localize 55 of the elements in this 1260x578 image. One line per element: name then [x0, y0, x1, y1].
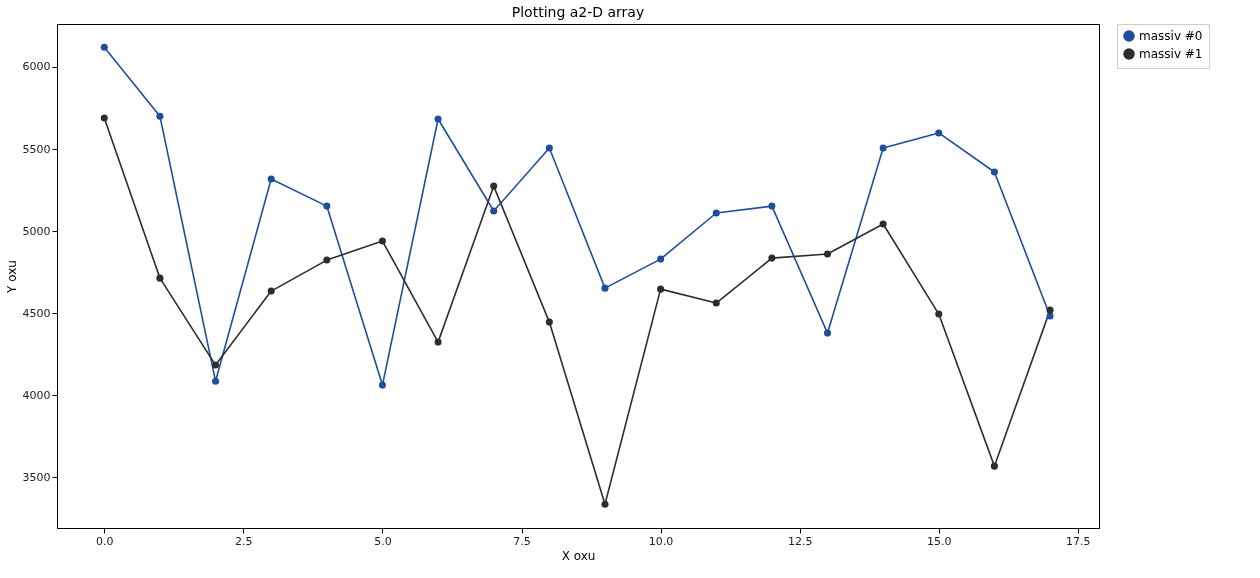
x-tick-label: 15.0	[927, 534, 952, 548]
point	[378, 237, 386, 245]
point	[601, 500, 609, 508]
point	[323, 202, 331, 210]
point	[267, 175, 275, 183]
point	[156, 274, 164, 282]
point	[1046, 312, 1054, 320]
point	[601, 284, 609, 292]
point	[657, 255, 665, 263]
point	[378, 381, 386, 389]
legend-label: massiv #0	[1139, 29, 1203, 43]
point	[823, 329, 832, 337]
x-tick-label: 2.5	[235, 534, 253, 548]
x-tick-label: 12.5	[787, 534, 813, 548]
x-axis-title: X oxu	[561, 548, 596, 563]
point	[545, 144, 553, 152]
y-axis-title: Y oxu	[4, 260, 19, 294]
point	[156, 112, 164, 120]
point	[879, 220, 887, 228]
point	[267, 287, 275, 295]
point	[657, 285, 665, 293]
point	[712, 209, 720, 217]
point	[879, 144, 887, 152]
point	[100, 114, 108, 122]
point	[935, 129, 943, 137]
point	[768, 254, 776, 262]
x-tick-label: 17.5	[1066, 534, 1091, 548]
point	[490, 207, 498, 215]
point	[212, 361, 220, 369]
y-tick-label: 3500	[22, 470, 51, 484]
point	[990, 168, 998, 176]
legend-label: massiv #1	[1139, 47, 1203, 61]
point	[323, 256, 331, 264]
x-tick-label: 5.0	[374, 534, 392, 548]
point	[712, 299, 720, 307]
point	[545, 318, 553, 326]
point	[490, 182, 498, 190]
chart-title: Plotting a2-D array	[511, 3, 645, 20]
y-tick-label: 5500	[22, 142, 51, 156]
point	[100, 43, 108, 51]
y-tick-label: 5000	[22, 224, 51, 238]
y-tick-label: 4000	[22, 388, 51, 402]
point	[990, 462, 998, 470]
y-tick-label: 4500	[22, 306, 51, 320]
point	[823, 250, 832, 258]
point	[434, 115, 442, 123]
point	[768, 202, 776, 210]
x-tick-label: 7.5	[513, 534, 531, 548]
point	[434, 338, 442, 346]
y-tick-label: 6000	[22, 60, 51, 74]
x-tick-label: 10.0	[648, 534, 674, 548]
point	[1046, 306, 1054, 314]
x-tick-label: 0.0	[96, 534, 114, 548]
point	[212, 377, 220, 385]
point	[935, 310, 943, 318]
